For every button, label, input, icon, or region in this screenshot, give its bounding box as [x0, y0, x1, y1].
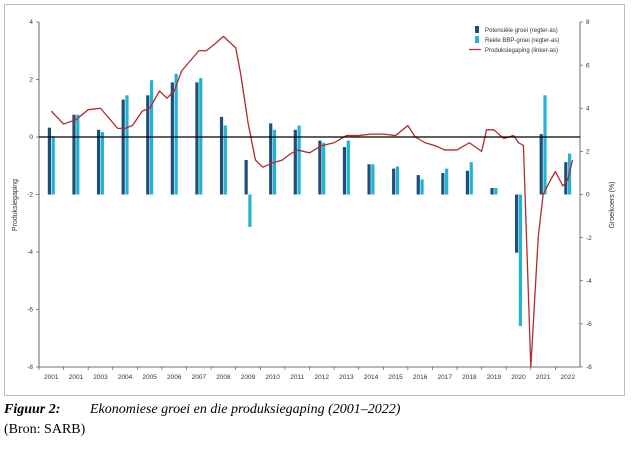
- x-tick-label: 2005: [142, 374, 157, 381]
- x-tick-label: 2003: [93, 374, 108, 381]
- bar-potential-growth: [441, 172, 445, 195]
- bar-real-gdp-growth: [248, 194, 252, 227]
- y-right-tick-label: -2: [586, 235, 592, 242]
- y-right-tick-label: 4: [586, 105, 590, 112]
- y-left-tick-label: 2: [29, 77, 33, 84]
- legend-swatch: [475, 36, 479, 43]
- bar-real-gdp-growth: [469, 162, 473, 195]
- bar-potential-growth: [490, 188, 494, 195]
- x-tick-label: 2013: [339, 374, 354, 381]
- bar-real-gdp-growth: [543, 95, 547, 195]
- bar-potential-growth: [244, 160, 248, 195]
- x-tick-label: 2001: [69, 374, 84, 381]
- legend-swatch: [475, 26, 479, 33]
- bar-potential-growth: [96, 129, 101, 195]
- x-tick-label: 2015: [388, 374, 403, 381]
- y-left-tick-label: -6: [27, 307, 33, 314]
- bar-potential-growth: [318, 140, 322, 195]
- y-right-tick-label: -6: [586, 321, 592, 328]
- x-tick-label: 2018: [462, 374, 477, 381]
- y-right-tick-label: -4: [586, 278, 592, 285]
- y-left-tick-label: -2: [27, 192, 33, 199]
- x-tick-label: 2004: [118, 374, 133, 381]
- legend-label: Potensiële groei (regter-as): [485, 28, 558, 34]
- figure-label: Figuur 2:: [4, 402, 61, 417]
- bar-real-gdp-growth: [346, 140, 350, 195]
- bar-real-gdp-growth: [76, 114, 80, 195]
- bar-real-gdp-growth: [371, 164, 375, 195]
- x-tick-label: 2022: [560, 374, 575, 381]
- x-tick-label: 2019: [487, 374, 502, 381]
- x-tick-label: 2007: [192, 374, 207, 381]
- y-axis-right-title: Groeikoers (%): [609, 181, 616, 228]
- legend-label: Reële BBP-groei (regter-as): [485, 38, 559, 44]
- x-tick-label: 2001: [44, 374, 59, 381]
- bar-potential-growth: [465, 170, 470, 195]
- figure-source: (Bron: SARB): [4, 422, 86, 437]
- y-right-tick-label: 6: [586, 62, 590, 69]
- y-left-tick-label: -8: [27, 364, 33, 371]
- x-tick-label: 2014: [364, 374, 379, 381]
- x-tick-label: 2017: [438, 374, 453, 381]
- y-right-tick-label: 8: [586, 19, 590, 26]
- bar-potential-growth: [219, 116, 224, 195]
- bar-real-gdp-growth: [420, 179, 424, 195]
- bar-real-gdp-growth: [322, 142, 326, 195]
- x-tick-label: 2008: [216, 374, 231, 381]
- x-tick-label: 2006: [167, 374, 182, 381]
- bar-potential-growth: [47, 127, 51, 195]
- bar-real-gdp-growth: [199, 78, 203, 195]
- x-tick-label: 2011: [290, 374, 304, 381]
- x-tick-label: 2021: [536, 374, 551, 381]
- bar-potential-growth: [293, 129, 297, 195]
- bar-real-gdp-growth: [223, 125, 227, 195]
- figure-title: Ekonomiese groei en die produksiegaping …: [90, 402, 401, 417]
- bar-potential-growth: [564, 162, 568, 195]
- bar-potential-growth: [170, 82, 174, 195]
- legend-label: Produksiegaping (linker-as): [485, 48, 558, 54]
- bar-real-gdp-growth: [174, 73, 178, 195]
- bar-real-gdp-growth: [518, 194, 523, 327]
- bar-potential-growth: [195, 82, 199, 195]
- bar-potential-growth: [342, 147, 347, 195]
- y-right-tick-label: -8: [586, 364, 592, 371]
- x-tick-label: 2010: [265, 374, 280, 381]
- bar-potential-growth: [146, 95, 150, 195]
- line-output-gap: [50, 35, 574, 368]
- x-tick-label: 2012: [315, 374, 330, 381]
- bar-potential-growth: [515, 194, 519, 253]
- bar-potential-growth: [269, 123, 273, 195]
- y-right-tick-label: 2: [586, 149, 590, 156]
- y-right-tick-label: 0: [586, 192, 590, 199]
- bar-potential-growth: [392, 168, 396, 195]
- x-tick-label: 2016: [413, 374, 428, 381]
- x-tick-label: 2020: [511, 374, 526, 381]
- bar-potential-growth: [367, 164, 371, 195]
- bar-real-gdp-growth: [297, 125, 301, 195]
- legend: Potensiële groei (regter-as) Reële BBP-gr…: [469, 26, 559, 54]
- bar-real-gdp-growth: [445, 168, 449, 195]
- bar-potential-growth: [121, 99, 125, 195]
- x-tick-label: 2009: [241, 374, 256, 381]
- bar-real-gdp-growth: [125, 95, 129, 195]
- chart-frame: 4 2 0 -2 -4 -6 -8 8 6 4 2 0 -2 -4 -6 -8 2001 2001 2003 2004…: [4, 4, 625, 396]
- bar-real-gdp-growth: [494, 188, 498, 195]
- y-left-tick-label: -4: [27, 249, 33, 256]
- figure-caption: Figuur 2: Ekonomiese groei en die produks…: [4, 402, 400, 418]
- y-axis-left-title: Produksiegaping: [12, 179, 19, 231]
- y-left-tick-label: 0: [29, 134, 33, 141]
- y-left-tick-label: 4: [29, 19, 33, 26]
- bar-potential-growth: [539, 134, 543, 195]
- bar-real-gdp-growth: [51, 136, 55, 195]
- bar-potential-growth: [72, 114, 76, 195]
- bar-potential-growth: [416, 175, 420, 195]
- bar-real-gdp-growth: [395, 166, 400, 195]
- bar-real-gdp-growth: [100, 131, 104, 195]
- chart-svg: 4 2 0 -2 -4 -6 -8 8 6 4 2 0 -2 -4 -6 -8 2001 2001 2003 2004…: [12, 19, 616, 381]
